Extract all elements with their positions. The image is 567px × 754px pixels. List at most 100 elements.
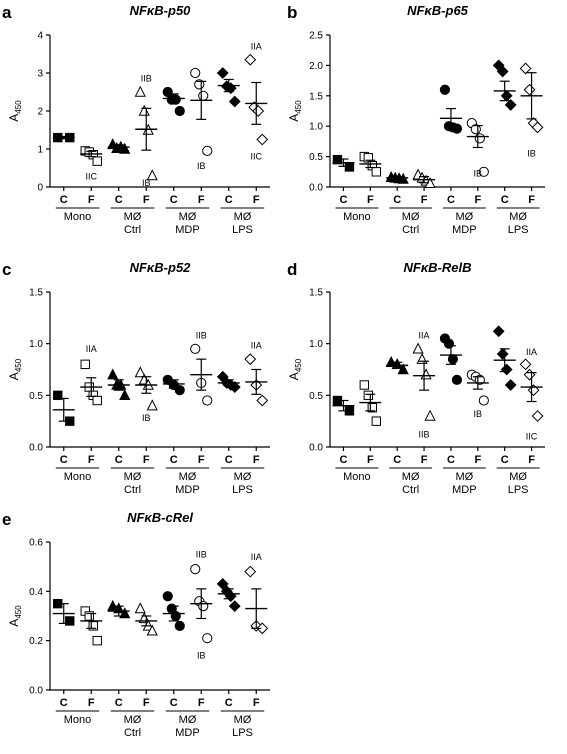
y-tick-label: 0.6 [29,538,43,549]
data-point [216,67,229,79]
data-point [198,601,209,612]
category-label: C [60,454,68,466]
data-point [504,379,517,391]
data-point [244,353,257,366]
data-point [519,358,532,371]
data-point [134,85,146,97]
category-label: F [367,454,374,466]
category-label: C [60,194,68,206]
data-point [439,84,451,95]
data-point [332,154,343,165]
data-point [363,390,374,401]
y-axis-label: A450 [7,605,23,627]
y-axis-label: A450 [287,358,303,380]
data-point [478,395,489,406]
category-label: C [393,454,401,466]
category-label: F [198,454,205,466]
panel-c: c NFκB-p52 0.0 0.5 1.0 1.5 A450 C F C F C F C F Mono MØ C… [2,260,270,496]
group-label: MØ Ctrl [124,211,142,236]
panel-label: d [287,260,297,279]
data-point [500,363,513,376]
y-tick-label: 0.0 [309,443,323,454]
data-point [92,635,102,646]
panel-label: c [2,260,11,279]
data-point [244,53,257,66]
y-axis-label: A450 [7,100,23,122]
group-label: MØ MDP [175,714,199,739]
group-label: MØ Ctrl [402,211,420,236]
category-label: C [115,697,123,709]
category-label: F [474,454,481,466]
category-label: C [170,697,178,709]
category-label: F [253,454,260,466]
data-point [519,62,532,75]
y-tick-label: 1.5 [29,288,43,299]
y-tick-label: 2 [37,107,43,118]
category-label: F [88,194,95,206]
y-tick-label: 2.5 [309,31,323,42]
group-label: MØ LPS [508,471,529,496]
y-tick-label: 0.2 [29,636,43,647]
group-label: MØ MDP [452,211,476,236]
group-label: MØ MDP [452,471,476,496]
annotation-label: IB [474,169,483,179]
data-point [228,95,241,108]
y-tick-label: 0.4 [29,587,43,598]
data-point [523,83,536,96]
category-label: F [528,454,535,466]
data-point [478,166,489,177]
data-point [256,394,269,407]
data-point [224,590,237,603]
data-point [84,611,94,621]
data-point [344,162,355,172]
y-tick-label: 1.0 [309,339,323,350]
y-tick-label: 0.0 [29,686,43,697]
category-label: C [225,194,233,206]
y-tick-label: 4 [37,31,43,42]
y-tick-label: 3 [37,69,43,80]
annotation-label: IB [142,413,151,423]
data-point [492,325,505,338]
annotation-label: IB [197,650,206,660]
data-point [174,385,185,396]
category-label: F [367,194,374,206]
annotation-label: IIA [526,347,537,357]
data-point [107,368,119,380]
data-point [138,104,150,116]
annotation-label: IIC [526,432,538,442]
panel-d: d NFκB-RelB 0.0 0.5 1.0 1.5 A450 C F C F C F C F Mono MØ… [287,260,545,496]
category-label: F [88,697,95,709]
category-label: F [528,194,535,206]
category-label: F [421,194,428,206]
data-point [119,607,131,619]
category-label: C [60,697,68,709]
data-point [190,564,201,575]
data-point [190,67,201,79]
chart-title: NFκB-p50 [130,3,192,18]
data-point [198,90,209,101]
data-point [504,99,517,111]
group-label: Mono [64,471,92,483]
category-label: C [225,697,233,709]
category-label: C [339,454,347,466]
annotation-label: IIB [196,549,207,559]
data-point [65,616,75,626]
data-point [92,395,102,406]
category-label: C [447,454,455,466]
annotation-label: IIA [251,552,262,562]
category-label: C [115,194,123,206]
category-label: C [447,194,455,206]
group-label: Mono [64,714,92,726]
group-label: MØ LPS [508,211,529,236]
chart-title: NFκB-p65 [407,3,469,18]
data-point [146,624,158,636]
data-point [80,359,90,370]
data-point [359,380,370,390]
data-point [174,620,185,631]
data-point [412,342,424,354]
annotation-label: IIA [251,341,262,351]
y-tick-label: 0.5 [309,391,323,402]
category-label: C [170,454,178,466]
annotation-label: IIA [86,344,97,354]
